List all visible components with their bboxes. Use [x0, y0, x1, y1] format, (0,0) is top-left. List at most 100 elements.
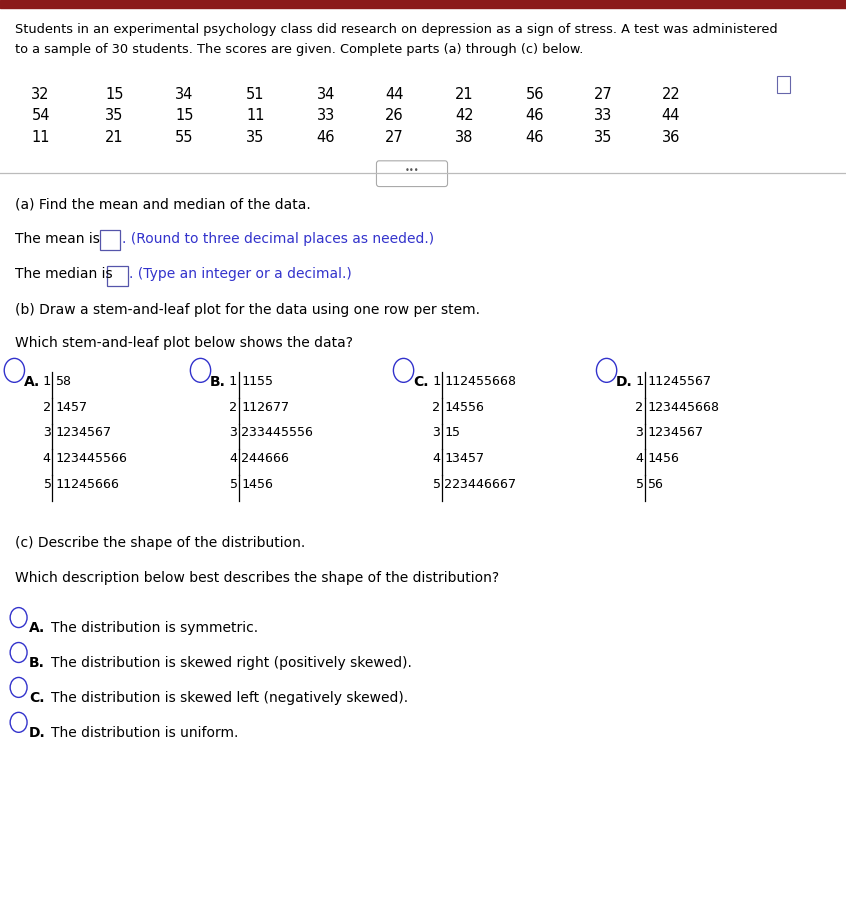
Text: 1457: 1457	[55, 401, 87, 414]
Text: 54: 54	[31, 108, 50, 123]
Text: 36: 36	[662, 130, 680, 144]
Text: 13457: 13457	[444, 452, 484, 465]
Text: B.: B.	[210, 375, 226, 389]
Text: A.: A.	[24, 375, 40, 389]
Text: 51: 51	[246, 87, 265, 102]
Text: 15: 15	[444, 426, 460, 439]
Text: C.: C.	[29, 691, 44, 705]
Text: 244666: 244666	[241, 452, 289, 465]
Text: 1: 1	[229, 375, 237, 388]
Text: 1155: 1155	[241, 375, 273, 388]
Text: D.: D.	[616, 375, 633, 389]
Text: 27: 27	[594, 87, 613, 102]
Text: 2: 2	[432, 401, 440, 414]
Ellipse shape	[596, 358, 617, 382]
Text: 11245666: 11245666	[55, 478, 119, 491]
Text: 44: 44	[662, 108, 680, 123]
Text: The mean is: The mean is	[15, 232, 100, 245]
Text: 2: 2	[43, 401, 51, 414]
Bar	[100, 230, 120, 250]
Ellipse shape	[10, 642, 27, 663]
Text: 123445668: 123445668	[647, 401, 719, 414]
Text: 42: 42	[455, 108, 474, 123]
Text: 4: 4	[43, 452, 51, 465]
Text: C.: C.	[413, 375, 428, 389]
Text: 14556: 14556	[444, 401, 484, 414]
Text: 34: 34	[316, 87, 335, 102]
Text: 11245567: 11245567	[647, 375, 711, 388]
Text: Students in an experimental psychology class did research on depression as a sig: Students in an experimental psychology c…	[15, 23, 777, 36]
Text: 3: 3	[635, 426, 643, 439]
Text: 35: 35	[246, 130, 265, 144]
Text: . (Type an integer or a decimal.): . (Type an integer or a decimal.)	[129, 267, 352, 281]
Text: 3: 3	[229, 426, 237, 439]
Text: 15: 15	[105, 87, 124, 102]
Text: B.: B.	[29, 656, 45, 670]
Text: (b) Draw a stem-and-leaf plot for the data using one row per stem.: (b) Draw a stem-and-leaf plot for the da…	[15, 303, 481, 317]
Text: The median is: The median is	[15, 267, 113, 281]
Text: 5: 5	[229, 478, 237, 491]
Text: The distribution is uniform.: The distribution is uniform.	[51, 726, 238, 740]
Text: 15: 15	[175, 108, 194, 123]
Ellipse shape	[4, 358, 25, 382]
Text: 58: 58	[55, 375, 71, 388]
Text: 56: 56	[647, 478, 663, 491]
Text: 32: 32	[31, 87, 50, 102]
Ellipse shape	[190, 358, 211, 382]
Text: 34: 34	[175, 87, 194, 102]
Ellipse shape	[393, 358, 414, 382]
Text: Which description below best describes the shape of the distribution?: Which description below best describes t…	[15, 571, 499, 584]
Text: 44: 44	[385, 87, 404, 102]
Text: 233445556: 233445556	[241, 426, 313, 439]
Text: 4: 4	[229, 452, 237, 465]
Text: 5: 5	[432, 478, 440, 491]
Text: 11: 11	[246, 108, 265, 123]
Ellipse shape	[10, 712, 27, 732]
Text: 2: 2	[229, 401, 237, 414]
Bar	[107, 266, 128, 286]
Text: •••: •••	[404, 166, 420, 176]
Text: A.: A.	[29, 621, 45, 635]
Text: 35: 35	[105, 108, 124, 123]
Text: 26: 26	[385, 108, 404, 123]
Text: 22: 22	[662, 87, 680, 102]
Bar	[0, 0, 846, 8]
Text: 4: 4	[432, 452, 440, 465]
Text: 21: 21	[105, 130, 124, 144]
Text: 4: 4	[635, 452, 643, 465]
Text: (c) Describe the shape of the distribution.: (c) Describe the shape of the distributi…	[15, 536, 305, 550]
Text: 33: 33	[594, 108, 613, 123]
Ellipse shape	[10, 677, 27, 698]
Text: 112455668: 112455668	[444, 375, 516, 388]
Text: The distribution is symmetric.: The distribution is symmetric.	[51, 621, 258, 635]
Text: D.: D.	[29, 726, 46, 740]
Text: 3: 3	[432, 426, 440, 439]
Text: 11: 11	[31, 130, 50, 144]
Text: 1456: 1456	[241, 478, 273, 491]
Text: 1456: 1456	[647, 452, 679, 465]
Bar	[777, 76, 790, 93]
Text: 21: 21	[455, 87, 474, 102]
Text: 38: 38	[455, 130, 474, 144]
Text: 46: 46	[525, 108, 544, 123]
Text: 35: 35	[594, 130, 613, 144]
Text: 5: 5	[635, 478, 643, 491]
Ellipse shape	[10, 607, 27, 628]
Text: 123445566: 123445566	[55, 452, 127, 465]
Text: to a sample of 30 students. The scores are given. Complete parts (a) through (c): to a sample of 30 students. The scores a…	[15, 43, 584, 56]
Text: 56: 56	[525, 87, 544, 102]
Text: (a) Find the mean and median of the data.: (a) Find the mean and median of the data…	[15, 198, 311, 211]
Text: 1234567: 1234567	[647, 426, 703, 439]
Text: 5: 5	[43, 478, 51, 491]
Text: 112677: 112677	[241, 401, 289, 414]
Text: 33: 33	[316, 108, 335, 123]
Text: The distribution is skewed right (positively skewed).: The distribution is skewed right (positi…	[51, 656, 412, 670]
Text: 27: 27	[385, 130, 404, 144]
Text: 1: 1	[635, 375, 643, 388]
Text: 1234567: 1234567	[55, 426, 111, 439]
Text: 55: 55	[175, 130, 194, 144]
Text: 46: 46	[525, 130, 544, 144]
Text: The distribution is skewed left (negatively skewed).: The distribution is skewed left (negativ…	[51, 691, 408, 705]
Text: 3: 3	[43, 426, 51, 439]
Text: Which stem-and-leaf plot below shows the data?: Which stem-and-leaf plot below shows the…	[15, 336, 354, 350]
